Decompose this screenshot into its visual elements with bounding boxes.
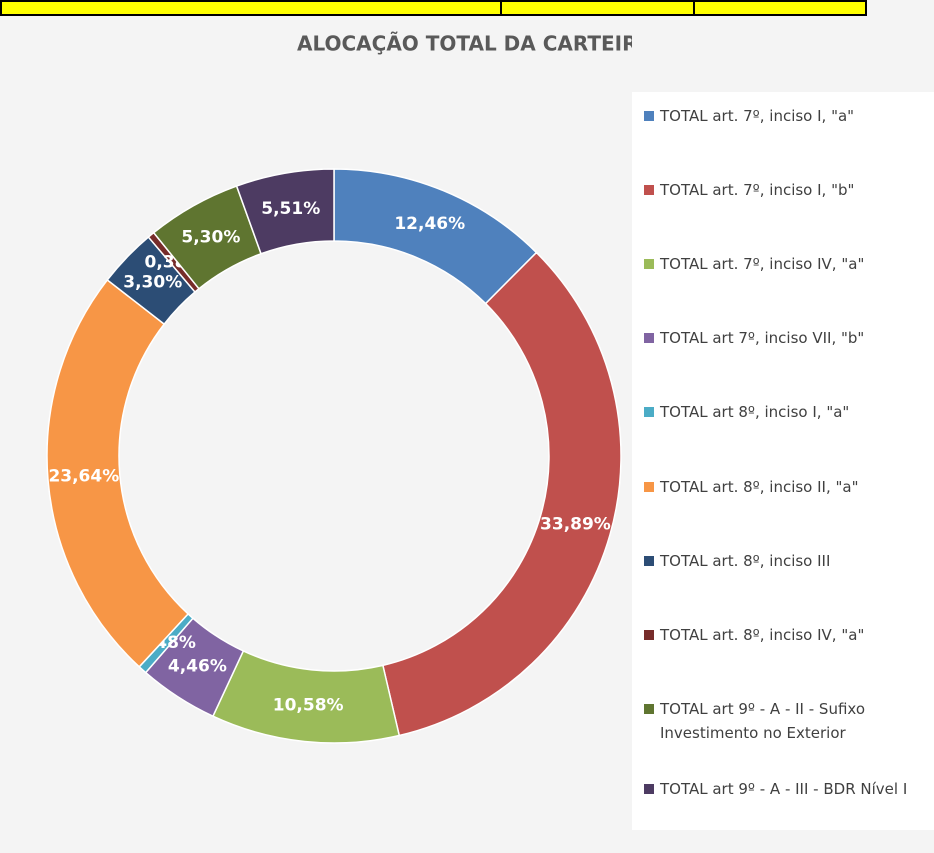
chart: ALOCAÇÃO TOTAL DA CARTEIRA 12,46% 33,89% 1… (46, 32, 632, 744)
legend-label: TOTAL art 9º - A - II - Sufixo Investime… (660, 700, 865, 742)
data-label: 4,46% (168, 657, 227, 677)
legend-swatch (644, 111, 654, 121)
legend-label: TOTAL art. 7º, inciso I, "a" (660, 107, 855, 125)
legend-item: TOTAL art. 7º, inciso I, "a" (644, 104, 934, 128)
data-label: 5,30% (181, 227, 240, 247)
legend-item: TOTAL art. 8º, inciso III (644, 549, 934, 573)
legend-swatch (644, 784, 654, 794)
donut-segment (235, 168, 335, 255)
legend-label: TOTAL art 7º, inciso VII, "b" (660, 329, 865, 347)
legend-label: TOTAL art. 7º, inciso I, "b" (660, 181, 855, 199)
legend-swatch (644, 704, 654, 714)
chart-title: ALOCAÇÃO TOTAL DA CARTEIRA (297, 32, 632, 56)
legend-label: TOTAL art. 8º, inciso III (660, 552, 831, 570)
data-label: 10,58% (273, 696, 344, 716)
data-label: 12,46% (394, 214, 465, 234)
donut-segment (381, 251, 622, 737)
legend-item: TOTAL art 8º, inciso I, "a" (644, 400, 934, 424)
legend-swatch (644, 259, 654, 269)
legend-label: TOTAL art 9º - A - III - BDR Nível I (660, 780, 908, 798)
data-label: 33,89% (540, 515, 611, 535)
legend: TOTAL art. 7º, inciso I, "a" TOTAL art. 7… (632, 92, 934, 830)
legend-swatch (644, 333, 654, 343)
legend-item: TOTAL art. 8º, inciso II, "a" (644, 475, 934, 499)
legend-item: TOTAL art 9º - A - III - BDR Nível I (644, 777, 934, 801)
legend-swatch (644, 185, 654, 195)
data-label: 5,51% (261, 199, 320, 219)
legend-swatch (644, 556, 654, 566)
data-label: 23,64% (48, 467, 119, 487)
legend-label: TOTAL art. 7º, inciso IV, "a" (660, 255, 865, 273)
legend-swatch (644, 630, 654, 640)
legend-label: TOTAL art. 8º, inciso II, "a" (660, 478, 859, 496)
legend-label: TOTAL art 8º, inciso I, "a" (660, 403, 850, 421)
legend-item: TOTAL art. 7º, inciso I, "b" (644, 178, 934, 202)
legend-swatch (644, 407, 654, 417)
legend-swatch (644, 482, 654, 492)
legend-item: TOTAL art 7º, inciso VII, "b" (644, 326, 934, 350)
data-label: 3,30% (123, 272, 182, 292)
legend-label: TOTAL art. 8º, inciso IV, "a" (660, 626, 865, 644)
legend-item: TOTAL art. 7º, inciso IV, "a" (644, 252, 934, 276)
legend-item: TOTAL art. 8º, inciso IV, "a" (644, 623, 934, 647)
legend-item: TOTAL art 9º - A - II - Sufixo Investime… (644, 697, 934, 745)
header-cell (693, 0, 867, 16)
